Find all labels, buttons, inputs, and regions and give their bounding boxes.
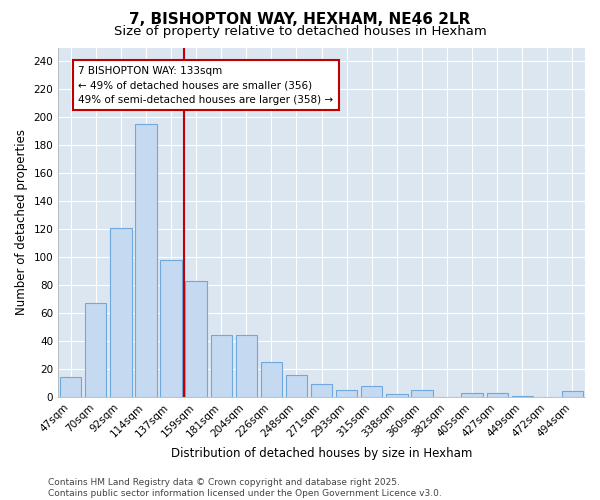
Bar <box>236 336 257 397</box>
Bar <box>185 281 207 397</box>
Bar <box>386 394 407 397</box>
Bar <box>512 396 533 397</box>
X-axis label: Distribution of detached houses by size in Hexham: Distribution of detached houses by size … <box>171 447 472 460</box>
Bar <box>211 336 232 397</box>
Bar <box>461 393 483 397</box>
Bar <box>336 390 358 397</box>
Bar <box>160 260 182 397</box>
Bar <box>311 384 332 397</box>
Text: 7 BISHOPTON WAY: 133sqm
← 49% of detached houses are smaller (356)
49% of semi-d: 7 BISHOPTON WAY: 133sqm ← 49% of detache… <box>78 66 334 106</box>
Text: 7, BISHOPTON WAY, HEXHAM, NE46 2LR: 7, BISHOPTON WAY, HEXHAM, NE46 2LR <box>130 12 470 28</box>
Y-axis label: Number of detached properties: Number of detached properties <box>15 129 28 315</box>
Bar <box>361 386 382 397</box>
Text: Size of property relative to detached houses in Hexham: Size of property relative to detached ho… <box>113 25 487 38</box>
Bar <box>110 228 131 397</box>
Bar <box>286 374 307 397</box>
Text: Contains HM Land Registry data © Crown copyright and database right 2025.
Contai: Contains HM Land Registry data © Crown c… <box>48 478 442 498</box>
Bar <box>85 304 106 397</box>
Bar <box>261 362 282 397</box>
Bar <box>136 124 157 397</box>
Bar <box>411 390 433 397</box>
Bar <box>487 393 508 397</box>
Bar <box>562 392 583 397</box>
Bar <box>60 378 82 397</box>
